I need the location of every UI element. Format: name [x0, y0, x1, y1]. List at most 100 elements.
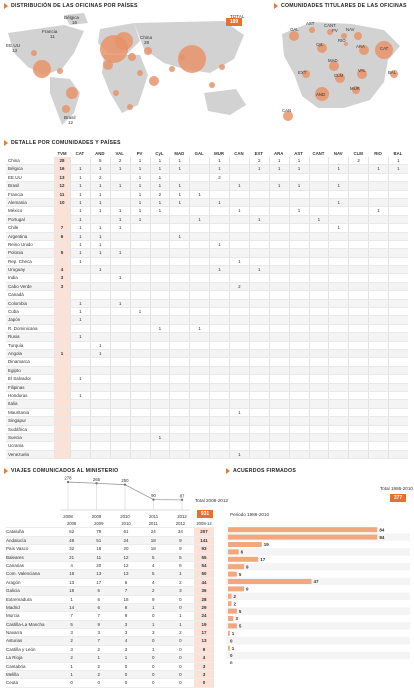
table-row: Japón 1 [6, 316, 408, 325]
table-cell: 1 [288, 207, 309, 215]
table-cell [129, 425, 150, 433]
table-cell [348, 308, 368, 316]
table-cell [348, 257, 368, 266]
table-cell [348, 215, 368, 224]
trips-point [180, 498, 184, 502]
table-cell: 1 [70, 207, 90, 215]
agreement-bar [228, 608, 237, 614]
table-cell [328, 257, 348, 266]
table-cell: 1 [248, 266, 269, 274]
table-cell [248, 425, 269, 433]
table-cell: 1 [70, 224, 90, 232]
map-label-china: China 28 [140, 35, 153, 45]
table-cell [149, 291, 170, 299]
country-total [54, 433, 70, 442]
spain-label-rio: RIO [338, 38, 346, 43]
table-cell [149, 282, 170, 291]
table-cell [229, 366, 249, 375]
table-cell [348, 190, 368, 198]
table-cell [268, 249, 289, 257]
table-cell [209, 433, 229, 442]
table-cell [288, 442, 309, 450]
table-cell [169, 173, 189, 182]
table-cell [129, 324, 150, 333]
table-cell: 1 [189, 190, 209, 198]
trips-year-label: 2010 [120, 514, 130, 519]
spain-label-mad: MAD [328, 58, 338, 63]
column-header: TVM [57, 151, 67, 156]
table-cell [288, 400, 309, 408]
trips-cell: 24 [150, 529, 156, 535]
table-cell [268, 450, 289, 459]
country-total [54, 450, 70, 459]
table-cell [248, 341, 269, 349]
table-cell [189, 249, 209, 257]
table-cell [328, 358, 348, 366]
table-cell [348, 333, 368, 341]
table-cell [268, 417, 289, 425]
trips-cell: 13 [96, 571, 102, 577]
table-cell [209, 316, 229, 324]
table-cell [348, 173, 368, 182]
table-cell [229, 215, 249, 224]
table-cell: 1 [70, 333, 90, 341]
table-cell [388, 299, 408, 308]
table-cell [129, 316, 150, 324]
table-cell [189, 349, 209, 358]
table-cell [308, 408, 329, 417]
table-cell [328, 274, 348, 282]
table-cell [169, 324, 189, 333]
table-cell [268, 408, 289, 417]
table-cell [348, 408, 368, 417]
table-cell: 1 [70, 198, 90, 207]
table-cell [328, 417, 348, 425]
trips-row-total: 24 [194, 612, 215, 620]
agreement-value-label: 5 [239, 572, 242, 577]
agreement-value-label: 84 [379, 527, 385, 532]
trips-cell: 7 [124, 588, 128, 594]
trips-cell: 5 [151, 571, 155, 577]
table-cell [368, 291, 388, 299]
table-cell [209, 375, 229, 383]
trips-cell: 5 [70, 621, 73, 627]
table-cell [268, 308, 289, 316]
country-total [54, 257, 70, 266]
table-cell [308, 433, 329, 442]
table-cell [209, 391, 229, 400]
map-label-eeuu: EE.UU 13 [6, 43, 21, 53]
table-cell [129, 400, 150, 408]
region-name: Aragón [6, 579, 21, 585]
table-cell [288, 358, 309, 366]
trips-cell: 21 [69, 554, 75, 560]
table-cell [288, 341, 309, 349]
table-cell [109, 282, 130, 291]
table-cell [388, 232, 408, 240]
table-cell [229, 442, 249, 450]
table-cell [89, 358, 110, 366]
region-name: Murcia [6, 613, 20, 619]
table-cell: 1 [89, 198, 110, 207]
table-cell [288, 408, 309, 417]
table-cell [288, 190, 309, 198]
country-name: Ucrania [8, 443, 24, 449]
table-cell [209, 450, 229, 459]
country-total [54, 358, 70, 366]
table-cell [308, 333, 329, 341]
spain-label-clm: CLM [334, 73, 343, 78]
table-cell [109, 417, 130, 425]
table-cell [388, 324, 408, 333]
table-row: Venezuela 1 [6, 450, 408, 460]
table-cell [149, 358, 170, 366]
table-cell [288, 232, 309, 240]
table-cell [388, 366, 408, 375]
table-cell: 1 [109, 182, 130, 190]
table-cell [149, 257, 170, 266]
table-cell [109, 450, 130, 459]
country-name: Rep. Checa [8, 258, 32, 264]
country-name: EE.UU [8, 174, 22, 180]
table-cell [248, 450, 269, 459]
table-cell [328, 173, 348, 182]
table-cell [129, 442, 150, 450]
table-cell [268, 425, 289, 433]
table-cell [288, 425, 309, 433]
